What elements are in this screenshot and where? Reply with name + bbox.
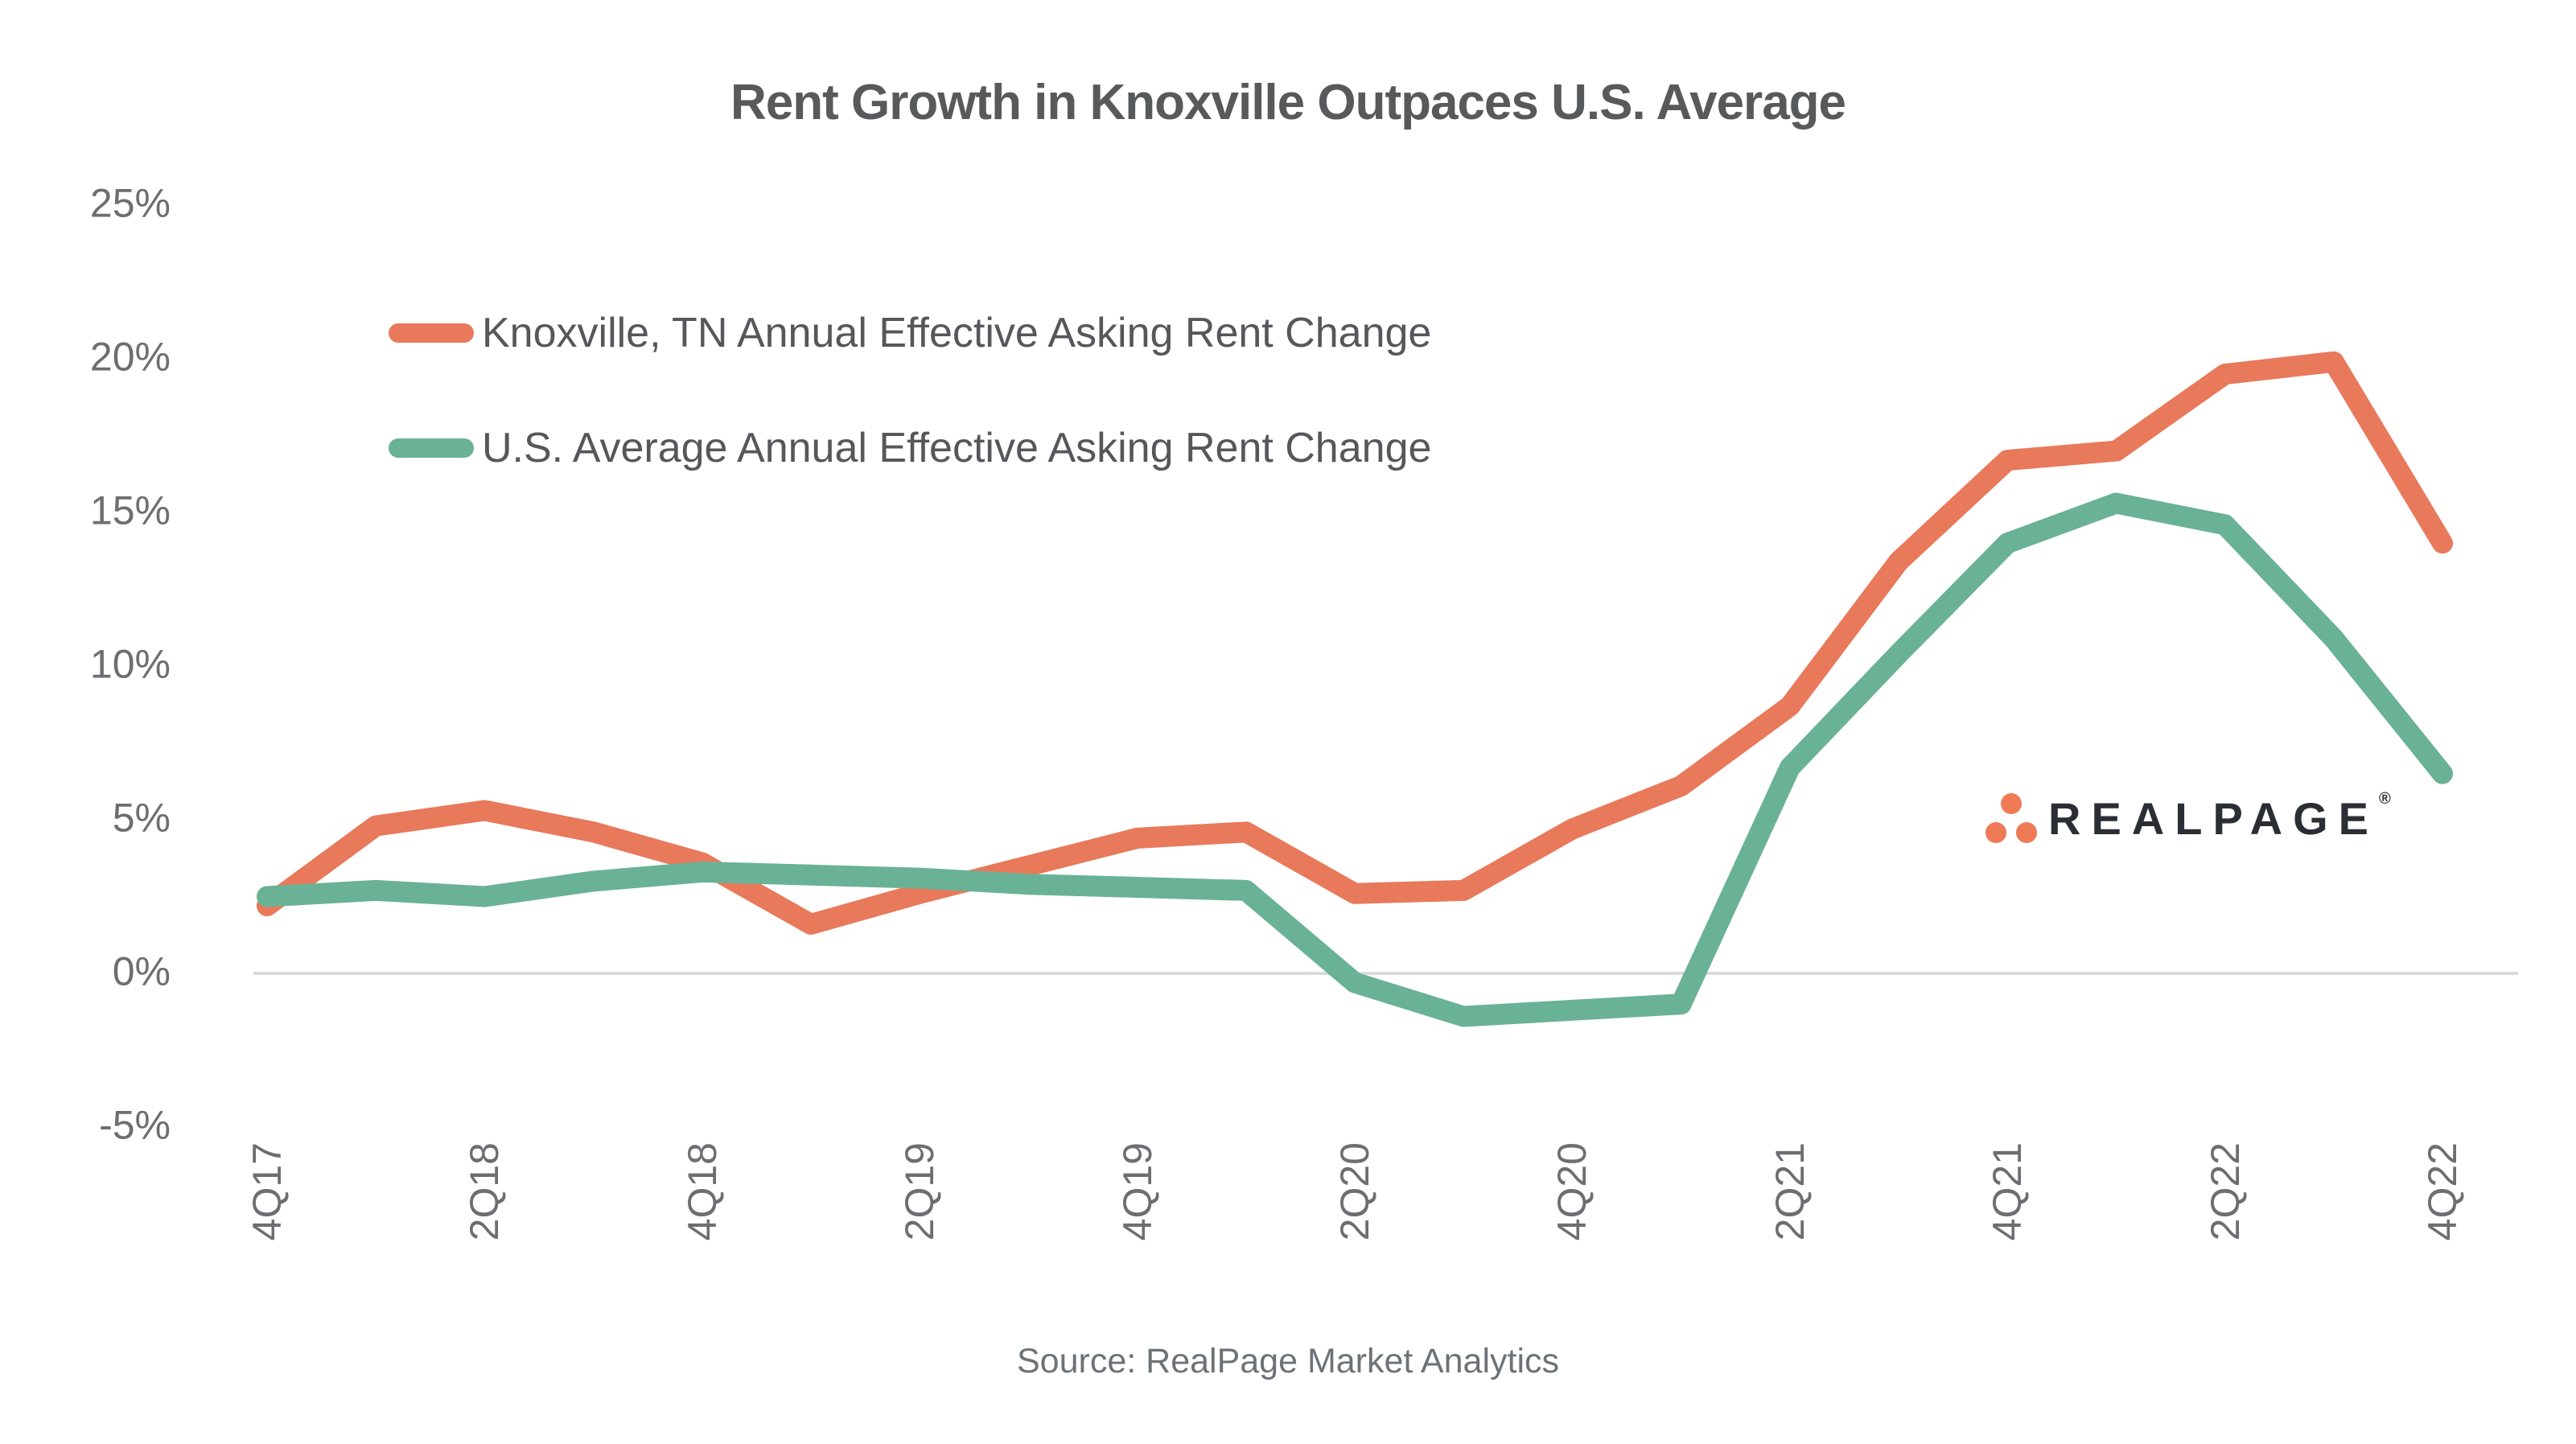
realpage-logo-wordmark: REALPAGE® <box>2048 790 2391 844</box>
legend-item-us-average: U.S. Average Annual Effective Asking Ren… <box>389 424 1431 472</box>
registered-trademark-symbol: ® <box>2379 790 2391 808</box>
y-tick-label: 10% <box>89 641 171 687</box>
knoxville-series-swatch <box>389 323 474 343</box>
source-caption: Source: RealPage Market Analytics <box>1017 1342 1559 1380</box>
chart-title: Rent Growth in Knoxville Outpaces U.S. A… <box>730 75 1846 130</box>
legend-item-knoxville: Knoxville, TN Annual Effective Asking Re… <box>389 309 1431 357</box>
x-tick-label: 4Q17 <box>245 1142 290 1241</box>
x-tick-label: 2Q19 <box>897 1142 943 1241</box>
legend-label-us-average: U.S. Average Annual Effective Asking Ren… <box>482 425 1432 471</box>
y-tick-label: -5% <box>99 1102 171 1148</box>
y-tick-label: 25% <box>89 180 171 226</box>
realpage-logo: REALPAGE® <box>1985 787 2391 848</box>
knoxville-series-line <box>257 351 2453 935</box>
y-tick-label: 15% <box>89 488 171 533</box>
x-tick-label: 4Q18 <box>679 1142 725 1241</box>
x-tick-label: 2Q22 <box>2202 1142 2248 1241</box>
x-tick-label: 4Q22 <box>2420 1142 2465 1241</box>
x-tick-label: 4Q20 <box>1549 1142 1595 1241</box>
x-tick-label: 2Q18 <box>462 1142 508 1241</box>
x-tick-label: 2Q21 <box>1767 1142 1813 1241</box>
y-tick-label: 0% <box>112 948 171 994</box>
us-average-series-line <box>257 492 2453 1027</box>
y-tick-label: 20% <box>89 334 171 380</box>
x-tick-label: 4Q21 <box>1985 1142 2031 1241</box>
x-tick-label: 2Q20 <box>1332 1142 1377 1241</box>
realpage-logo-dots-icon <box>1985 787 2037 848</box>
legend-label-knoxville: Knoxville, TN Annual Effective Asking Re… <box>482 310 1432 356</box>
us-average-series-swatch <box>389 438 474 458</box>
x-tick-label: 4Q19 <box>1114 1142 1160 1241</box>
y-tick-label: 5% <box>112 795 171 841</box>
